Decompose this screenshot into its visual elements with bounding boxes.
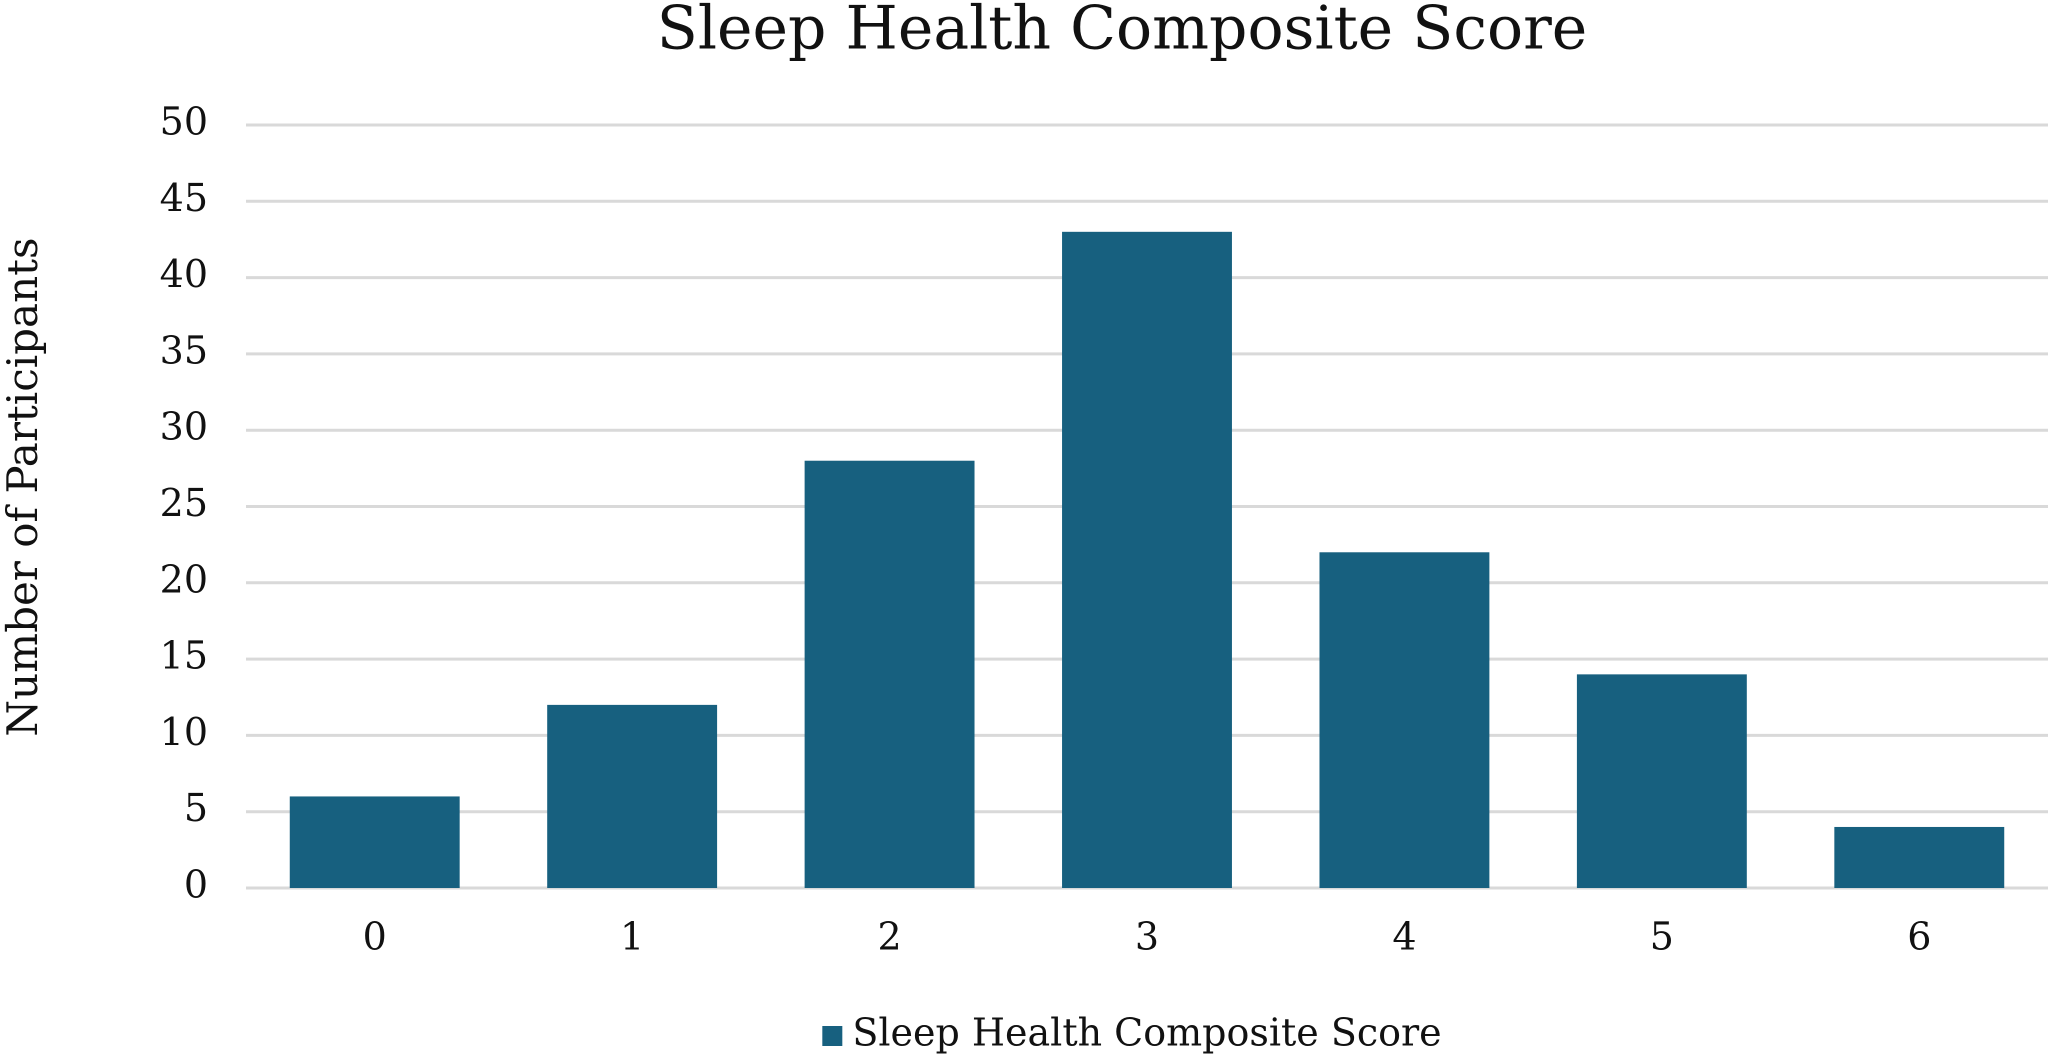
- x-tick-label: 2: [877, 915, 901, 959]
- bar: [1319, 552, 1490, 888]
- bar: [547, 704, 718, 888]
- y-tick-label: 25: [160, 481, 208, 525]
- bar: [289, 796, 460, 888]
- y-tick-label: 40: [160, 252, 208, 296]
- y-tick-label: 15: [160, 634, 208, 678]
- y-tick-label: 5: [184, 786, 208, 830]
- chart-title: Sleep Health Composite Score: [657, 0, 1588, 64]
- x-tick-label: 6: [1907, 915, 1931, 959]
- y-tick-label: 0: [184, 863, 208, 907]
- bar: [1576, 674, 1747, 888]
- x-tick-label: 4: [1392, 915, 1416, 959]
- y-tick-label: 50: [160, 100, 208, 144]
- legend-swatch: [822, 1026, 843, 1046]
- x-tick-label: 5: [1650, 915, 1674, 959]
- y-tick-label: 20: [160, 557, 208, 601]
- y-tick-label: 30: [160, 405, 208, 449]
- y-tick-label: 35: [160, 328, 208, 372]
- bar: [804, 460, 975, 888]
- y-tick-label: 45: [160, 176, 208, 220]
- bar: [1834, 826, 2005, 888]
- y-axis-label: Number of Participants: [0, 237, 47, 736]
- x-tick-label: 0: [363, 915, 387, 959]
- bar: [1062, 231, 1232, 888]
- x-tick-label: 1: [620, 915, 644, 959]
- legend-label: Sleep Health Composite Score: [852, 1011, 1441, 1055]
- y-tick-label: 10: [160, 710, 208, 754]
- x-tick-label: 3: [1135, 915, 1159, 959]
